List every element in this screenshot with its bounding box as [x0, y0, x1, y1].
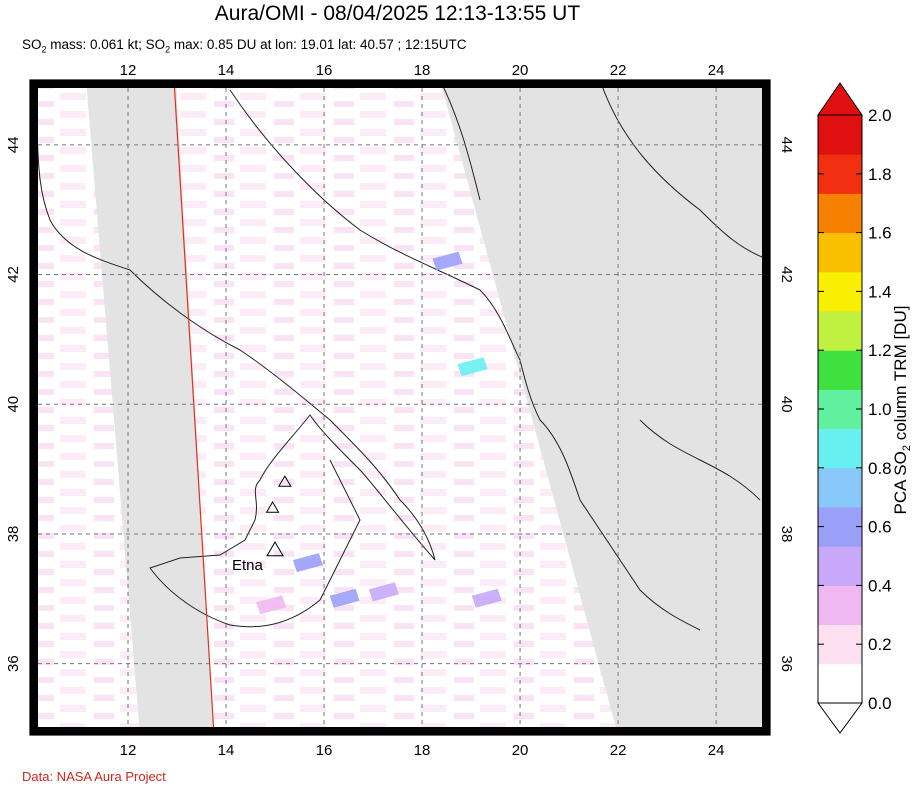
- colorbar-tick-label: 0.8: [868, 459, 892, 478]
- colorbar-segment: [818, 271, 862, 312]
- axis-tick-labels: 12 12 14 14 16 16 18 18 20 20 22 22 24 24 44 44 42 42 40 40…: [5, 62, 795, 759]
- italy-coast: [33, 89, 436, 628]
- lon-tick-bottom: 16: [316, 742, 333, 759]
- so2-pixel: [471, 588, 502, 608]
- colorbar-segment: [818, 428, 862, 469]
- colorbar-segment: [818, 546, 862, 586]
- colorbar-segment: [818, 154, 862, 194]
- colorbar-tick-label: 1.8: [868, 165, 892, 184]
- frame-bar-top: [30, 80, 770, 88]
- lon-tick-top: 16: [316, 62, 333, 79]
- colorbar-segment: [818, 389, 862, 430]
- so2-pixel: [432, 251, 463, 271]
- lat-tick-right: 40: [778, 396, 795, 413]
- colorbar-tick-label: 1.2: [868, 341, 892, 360]
- lon-tick-bottom: 18: [414, 742, 431, 759]
- colorbar-tick-label: 0.0: [868, 694, 892, 713]
- colorbar-tick-label: 0.2: [868, 635, 892, 654]
- colorbar-segment: [818, 232, 862, 273]
- graticule: [30, 80, 770, 735]
- map-title: Aura/OMI - 08/04/2025 12:13-13:55 UT: [214, 2, 581, 25]
- lon-tick-bottom: 22: [610, 742, 627, 759]
- orbit-edge-line: [173, 80, 215, 735]
- lon-tick-top: 18: [414, 62, 431, 79]
- volcano-markers: [265, 475, 292, 557]
- lat-tick-left: 36: [5, 655, 22, 672]
- colorbar: 0.0 0.2 0.4 0.6 0.8 1.0 1.2 1.4 1.6 1.8 2.0: [817, 82, 892, 734]
- volcano-label-etna: Etna: [232, 557, 264, 574]
- lon-tick-top: 22: [610, 62, 627, 79]
- lon-tick-top: 14: [218, 62, 235, 79]
- border-line: [439, 80, 770, 261]
- colorbar-tick-label: 2.0: [868, 106, 892, 125]
- aegean-coast: [639, 419, 761, 501]
- colorbar-segment: [818, 663, 862, 704]
- volcano-triangle: [265, 501, 280, 513]
- lon-tick-bottom: 14: [218, 742, 235, 759]
- colorbar-segment: [818, 467, 862, 508]
- colorbar-tick-label: 1.0: [868, 400, 892, 419]
- lat-tick-right: 36: [778, 655, 795, 672]
- so2-pixel: [457, 357, 488, 377]
- lon-tick-bottom: 24: [708, 742, 725, 759]
- lon-tick-bottom: 12: [120, 742, 137, 759]
- so2-pixel: [292, 553, 323, 573]
- lon-tick-top: 24: [708, 62, 725, 79]
- volcano-triangle: [277, 475, 292, 487]
- lat-tick-left: 40: [5, 396, 22, 413]
- lat-tick-left: 42: [5, 266, 22, 283]
- colorbar-tick-label: 1.4: [868, 282, 892, 301]
- volcano-triangle: [266, 541, 284, 557]
- lon-tick-top: 12: [120, 62, 137, 79]
- so2-pixel: [256, 595, 287, 615]
- balkan-coast: [229, 89, 701, 631]
- frame-bar-bottom: [30, 727, 770, 735]
- frame-bar-left: [30, 80, 38, 735]
- swath-gap-east: [440, 80, 770, 735]
- colorbar-tick-label: 0.6: [868, 518, 892, 537]
- colorbar-tick-label: 1.6: [868, 224, 892, 243]
- so2-pixel: [329, 588, 360, 608]
- lon-tick-top: 20: [512, 62, 529, 79]
- colorbar-segment: [818, 350, 862, 390]
- map-subtitle: SO2 mass: 0.061 kt; SO2 max: 0.85 DU at …: [22, 37, 467, 55]
- colorbar-segment: [818, 507, 862, 547]
- colorbar-max-arrow: [817, 82, 863, 116]
- frame-bar-right: [762, 80, 770, 735]
- lat-tick-left: 38: [5, 526, 22, 543]
- lon-tick-bottom: 20: [512, 742, 529, 759]
- colorbar-segment: [818, 193, 862, 234]
- so2-pixels: [256, 251, 502, 615]
- colorbar-label: PCA SO2 column TRM [DU]: [891, 306, 913, 515]
- colorbar-min-arrow: [817, 702, 863, 734]
- coastlines: [33, 80, 770, 631]
- colorbar-segment: [818, 311, 862, 351]
- swath-gap-west: [86, 80, 214, 735]
- colorbar-segment: [818, 115, 862, 155]
- lat-tick-right: 44: [778, 137, 795, 154]
- colorbar-tick-label: 0.4: [868, 576, 892, 595]
- colorbar-segment: [818, 585, 862, 626]
- so2-pixel: [368, 582, 399, 602]
- data-credit: Data: NASA Aura Project: [22, 769, 166, 784]
- lat-tick-left: 44: [5, 137, 22, 154]
- lat-tick-right: 38: [778, 526, 795, 543]
- colorbar-segment: [818, 624, 862, 665]
- lat-tick-right: 42: [778, 266, 795, 283]
